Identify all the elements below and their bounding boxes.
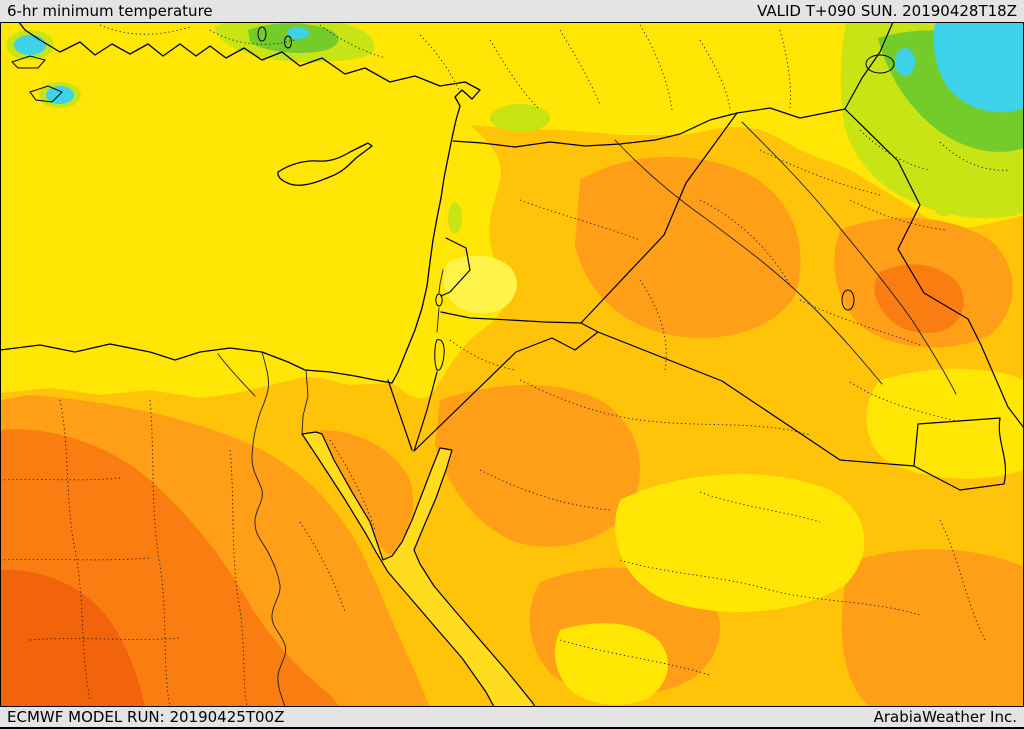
red-sea xyxy=(301,431,537,707)
dead-sea xyxy=(434,339,445,371)
mediterranean-coastline xyxy=(0,22,481,384)
cyprus-island xyxy=(277,142,373,186)
nile-river xyxy=(251,351,287,707)
header-bar: 6-hr minimum temperature VALID T+090 SUN… xyxy=(0,0,1024,22)
model-run-label: ECMWF MODEL RUN: 20190425T00Z xyxy=(7,707,285,726)
dead-sea-pale-yellow xyxy=(443,255,517,314)
jordan-river xyxy=(436,269,444,333)
rivers xyxy=(217,121,957,707)
jordan-saudi-border xyxy=(413,331,599,452)
temperature-map xyxy=(0,22,1024,707)
ne-iraq-green-2 xyxy=(935,204,955,216)
lebanon-border xyxy=(440,237,471,297)
syria-orange xyxy=(575,156,801,339)
country-borders xyxy=(387,22,1024,491)
iraq-saudi-border xyxy=(597,331,915,467)
greek-island-2 xyxy=(29,85,63,103)
turkey-iraq-border xyxy=(736,107,846,119)
suez-canal xyxy=(301,369,309,435)
nile-delta-branch xyxy=(217,353,256,397)
aegean-cyan-2 xyxy=(46,86,74,104)
turkey-iran-border xyxy=(844,22,894,110)
south-jordan-orange xyxy=(435,385,640,547)
lake-beysehir xyxy=(284,35,292,49)
se-turkey-green-tint xyxy=(490,104,550,132)
sw-corner-red-orange xyxy=(0,569,145,707)
south-yellow-patch xyxy=(554,623,668,705)
tigris-river xyxy=(741,121,957,395)
islands-and-lakes xyxy=(11,26,895,371)
zagros-cyan-spot xyxy=(895,48,915,76)
greek-island-1 xyxy=(11,55,46,69)
lake-egirdir xyxy=(257,26,267,42)
euphrates-river xyxy=(614,139,883,385)
egypt-israel-border xyxy=(387,379,413,451)
footer-bar: ECMWF MODEL RUN: 20190425T00Z ArabiaWeat… xyxy=(0,707,1024,729)
brand-label: ArabiaWeather Inc. xyxy=(873,707,1017,726)
map-title: 6-hr minimum temperature xyxy=(7,1,213,20)
turkey-syria-border xyxy=(452,112,738,148)
saudi-bottom-right-orange xyxy=(841,549,1024,707)
zagros-cyan xyxy=(933,22,1024,113)
lake-tharthar xyxy=(841,289,855,311)
south-iraq-yellow xyxy=(866,368,1024,479)
central-saudi-yellow xyxy=(615,473,865,612)
lebanon-green-tint xyxy=(448,202,462,234)
syria-jordan-border xyxy=(440,311,599,333)
syria-iraq-border xyxy=(580,112,738,324)
valid-time-label: VALID T+090 SUN. 20190428T18Z xyxy=(757,1,1017,20)
sea-of-galilee xyxy=(435,293,443,307)
aegean-cyan-1 xyxy=(14,35,46,55)
lake-van xyxy=(865,54,895,74)
kuwait-border xyxy=(913,417,1007,491)
admin-borders-dotted xyxy=(0,24,1011,707)
temperature-map-svg xyxy=(0,22,1024,707)
east-deep-orange-core xyxy=(874,264,964,334)
temperature-fill-layer xyxy=(0,22,1024,707)
israel-jordan-border xyxy=(413,371,438,452)
taurus-cyan-spot xyxy=(287,27,309,39)
iran-iraq-border xyxy=(844,108,1024,429)
